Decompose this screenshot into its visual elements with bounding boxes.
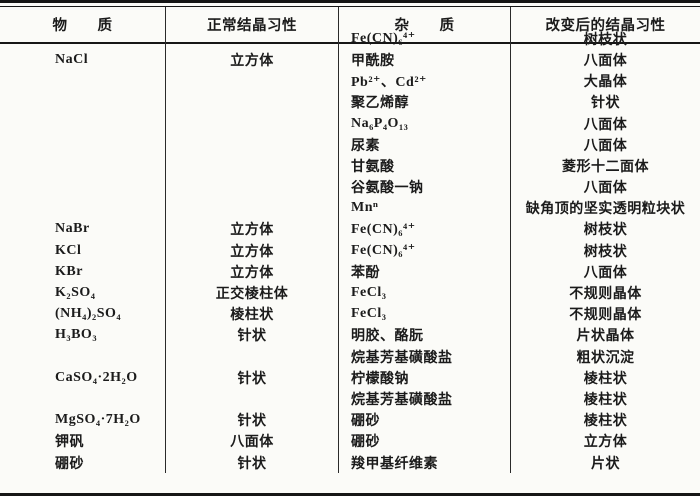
cell-substance (0, 113, 165, 134)
cell-normal-habit (165, 388, 338, 410)
cell-normal-habit: 棱柱状 (165, 303, 338, 325)
cell-substance: MgSO₄·7H₂O (55, 412, 141, 428)
header-substance: 物 质 (0, 7, 165, 44)
cell-normal-habit: 立方体 (165, 240, 338, 262)
cell-impurity: FeCl₃ (338, 303, 510, 325)
cell-impurity: 羧甲基纤维素 (338, 451, 510, 474)
cell-substance: KBr (55, 263, 83, 279)
cell-substance: 硼砂 (55, 456, 84, 472)
cell-changed-habit: 针状 (510, 91, 700, 113)
cell-substance: H₃BO₃ (55, 327, 98, 343)
cell-substance: K₂SO₄ (55, 285, 96, 301)
table-grid: 物 质 正常结晶习性 杂 质 改变后的结晶习性 Fe(CN)₆⁴⁺ 树枝状 Na… (0, 7, 700, 474)
cell-changed-habit: 八面体 (510, 176, 700, 198)
cell-substance: CaSO₄·2H₂O (55, 369, 138, 385)
cell-normal-habit: 针状 (165, 324, 338, 346)
cell-changed-habit: 棱柱状 (510, 367, 700, 389)
cell-normal-habit (165, 28, 338, 50)
cell-changed-habit: 不规则晶体 (510, 282, 700, 304)
cell-substance (0, 177, 165, 198)
table-top-double-rule (0, 0, 700, 7)
cell-changed-habit: 片状 (510, 451, 700, 474)
cell-impurity: Fe(CN)₆⁴⁺ (338, 28, 510, 50)
cell-changed-habit: 棱柱状 (510, 388, 700, 410)
cell-impurity: Fe(CN)₆⁴⁺ (338, 240, 510, 262)
cell-normal-habit (165, 134, 338, 156)
cell-impurity: 尿素 (338, 134, 510, 156)
cell-impurity: 柠檬酸钠 (338, 367, 510, 389)
cell-changed-habit: 片状晶体 (510, 324, 700, 346)
cell-normal-habit (165, 176, 338, 198)
cell-substance (0, 198, 165, 219)
cell-normal-habit (165, 91, 338, 113)
cell-impurity: 烷基芳基磺酸盐 (338, 388, 510, 410)
cell-impurity: Fe(CN)₆⁴⁺ (338, 218, 510, 241)
cell-changed-habit: 缺角顶的坚实透明粒块状 (510, 197, 700, 219)
cell-substance (0, 388, 165, 409)
cell-normal-habit (165, 112, 338, 135)
cell-changed-habit: 树枝状 (510, 28, 700, 50)
cell-changed-habit: 菱形十二面体 (510, 155, 700, 177)
cell-normal-habit: 立方体 (165, 261, 338, 283)
cell-substance: KCl (55, 242, 82, 258)
cell-substance: 钾矾 (55, 435, 84, 451)
cell-normal-habit (165, 346, 338, 368)
cell-impurity: Pb²⁺、Cd²⁺ (338, 70, 510, 92)
cell-impurity: 甘氨酸 (338, 155, 510, 177)
cell-changed-habit: 八面体 (510, 134, 700, 156)
cell-changed-habit: 八面体 (510, 49, 700, 71)
cell-normal-habit: 立方体 (165, 218, 338, 241)
header-normal-habit: 正常结晶习性 (165, 7, 338, 44)
cell-substance (0, 28, 165, 49)
cell-normal-habit (165, 197, 338, 219)
cell-normal-habit: 针状 (165, 451, 338, 474)
cell-substance: (NH₄)₂SO₄ (55, 306, 122, 322)
cell-substance: NaCl (55, 51, 89, 67)
cell-changed-habit: 粗状沉淀 (510, 346, 700, 368)
cell-normal-habit (165, 70, 338, 92)
cell-changed-habit: 立方体 (510, 430, 700, 452)
cell-changed-habit: 棱柱状 (510, 409, 700, 431)
cell-impurity: 明胶、酪朊 (338, 324, 510, 346)
cell-normal-habit: 针状 (165, 367, 338, 389)
cell-changed-habit: 大晶体 (510, 70, 700, 92)
cell-normal-habit: 立方体 (165, 49, 338, 71)
cell-changed-habit: 树枝状 (510, 240, 700, 262)
cell-normal-habit: 八面体 (165, 430, 338, 452)
cell-impurity: 聚乙烯醇 (338, 91, 510, 113)
cell-normal-habit (165, 155, 338, 177)
cell-impurity: 谷氨酸一钠 (338, 176, 510, 198)
cell-impurity: Na₆P₄O₁₃ (338, 112, 510, 135)
header-impurity: 杂 质 (338, 7, 510, 44)
header-changed-habit: 改变后的结晶习性 (510, 7, 700, 44)
cell-changed-habit: 八面体 (510, 112, 700, 135)
cell-impurity: FeCl₃ (338, 282, 510, 304)
cell-substance (0, 155, 165, 176)
cell-normal-habit: 针状 (165, 409, 338, 431)
cell-impurity: Mnⁿ (338, 197, 510, 219)
cell-changed-habit: 八面体 (510, 261, 700, 283)
cell-substance: NaBr (55, 221, 90, 237)
cell-substance (0, 71, 165, 92)
cell-impurity: 苯酚 (338, 261, 510, 283)
cell-substance (0, 346, 165, 367)
cell-impurity: 甲酰胺 (338, 49, 510, 71)
cell-normal-habit: 正交棱柱体 (165, 282, 338, 304)
cell-impurity: 硼砂 (338, 409, 510, 431)
cell-substance (0, 92, 165, 113)
cell-impurity: 烷基芳基磺酸盐 (338, 346, 510, 368)
cell-changed-habit: 树枝状 (510, 218, 700, 241)
cell-changed-habit: 不规则晶体 (510, 303, 700, 325)
cell-substance (0, 134, 165, 155)
cell-impurity: 硼砂 (338, 430, 510, 452)
